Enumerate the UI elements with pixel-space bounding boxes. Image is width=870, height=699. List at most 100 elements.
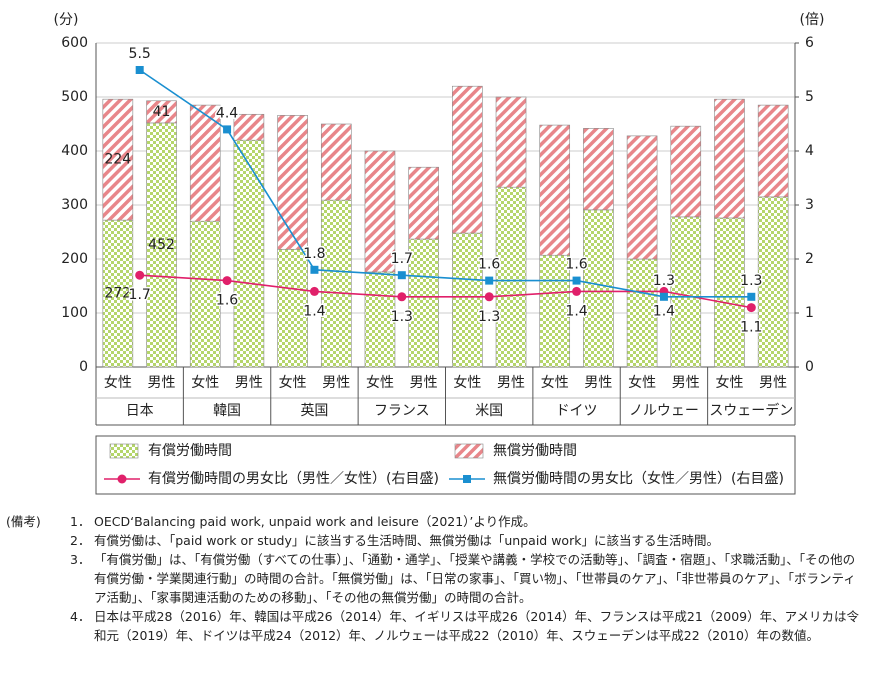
bar-segment: [102, 98, 134, 221]
bar-segment: [452, 85, 483, 234]
y-tick-label: 100: [61, 305, 88, 321]
x-tick-label: 女性: [104, 374, 132, 391]
y2-tick-label: 1: [805, 305, 814, 321]
bar-segment: [583, 209, 614, 368]
bar-segment: [539, 124, 571, 256]
y-tick-label: 200: [61, 251, 88, 267]
bar-segment: [146, 100, 177, 124]
line-marker: [135, 66, 144, 74]
line-marker: [659, 292, 668, 301]
note-text: OECD‘Balancing paid work, unpaid work an…: [94, 514, 536, 529]
legend-swatch: [454, 443, 484, 459]
line-marker: [309, 286, 319, 296]
bar-segment: [757, 196, 789, 368]
group-label: 日本: [126, 403, 154, 419]
line-value-label: 1.7: [391, 251, 413, 267]
legend-label: 無償労働時間: [493, 443, 577, 459]
bar-segment: [757, 104, 789, 198]
line-marker: [746, 303, 756, 313]
line-value-label: 1.4: [303, 303, 325, 319]
line-value-label: 1.6: [478, 257, 500, 273]
x-tick-label: 女性: [541, 374, 569, 391]
x-tick-label: 女性: [715, 374, 743, 391]
legend-label: 有償労働時間: [148, 443, 232, 459]
bar-segment: [364, 150, 396, 273]
note-text: 「有償労働」は、「有償労働（すべての仕事）」、「通勤・通学」、「授業や講義・学校…: [94, 552, 856, 605]
bar-value-label: 41: [153, 104, 171, 120]
y2-tick-label: 4: [805, 143, 814, 159]
line-marker: [223, 125, 232, 134]
line-value-label: 5.5: [129, 46, 151, 62]
note-number: 4．: [70, 609, 91, 624]
y-tick-label: 0: [79, 359, 88, 375]
legend-swatch: [463, 475, 471, 483]
line-value-label: 1.6: [565, 257, 587, 273]
line-marker: [484, 292, 494, 302]
bar-segment: [320, 123, 352, 201]
note-item: 2． 有償労働は、「paid work or study」に該当する生活時間、無償…: [70, 531, 862, 550]
bar-value-label: 452: [148, 237, 175, 253]
note-item: 1． OECD‘Balancing paid work, unpaid work …: [70, 512, 862, 531]
line-value-label: 1.7: [129, 287, 151, 303]
y2-tick-label: 6: [805, 35, 814, 51]
x-tick-label: 男性: [148, 375, 176, 391]
bar-segment: [189, 220, 221, 368]
y-axis-label: (分): [54, 12, 79, 28]
y2-axis-label: (倍): [800, 12, 825, 28]
line-marker: [747, 292, 756, 301]
line: [139, 274, 752, 309]
bar-segment: [408, 238, 439, 368]
group-label: 米国: [475, 403, 503, 419]
y2-tick-label: 0: [805, 359, 814, 375]
line-value-label: 4.4: [216, 105, 238, 121]
line-value-label: 1.3: [478, 309, 500, 325]
y-tick-label: 300: [61, 197, 88, 213]
line-value-label: 1.4: [565, 303, 587, 319]
bar-segment: [495, 96, 527, 188]
bar-segment: [495, 186, 527, 368]
group-label: 韓国: [213, 403, 241, 419]
bar-segment: [670, 125, 702, 218]
x-tick-label: 女性: [366, 374, 394, 391]
bar-segment: [102, 219, 134, 368]
legend-label: 有償労働時間の男女比（男性／女性）(右目盛): [148, 470, 439, 487]
group-label: ノルウェー: [629, 403, 699, 419]
chart: (分) (倍) 0 100 200 300 400 500 600 0 1 2 3 4 5 6 日本 韓国 英国…: [54, 12, 825, 495]
line-value-label: 1.3: [391, 309, 413, 325]
line-marker: [572, 286, 582, 296]
y-tick-label: 500: [61, 89, 88, 105]
line-marker: [397, 292, 407, 302]
x-tick-label: 女性: [628, 374, 656, 391]
y2-tick-label: 5: [805, 89, 814, 105]
x-tick-label: 女性: [279, 374, 307, 391]
line: [139, 69, 752, 298]
x-tick-label: 女性: [453, 374, 481, 391]
bar-segment: [320, 199, 352, 368]
group-label: スウェーデン: [709, 402, 793, 419]
group-label: フランス: [374, 403, 430, 419]
x-tick-label: 男性: [497, 375, 525, 391]
y2-tick-label: 2: [805, 251, 814, 267]
legend-swatch: [109, 443, 139, 459]
x-tick-label: 男性: [759, 375, 787, 391]
line-value-label: 1.1: [740, 320, 762, 336]
line-value-label: 1.8: [303, 246, 325, 262]
bar-segment: [277, 248, 308, 368]
bar-value-label: 272: [104, 286, 131, 302]
bar-value-label: 224: [104, 152, 131, 168]
group-label: 英国: [300, 402, 328, 419]
line-marker: [310, 265, 319, 274]
bar-segment: [408, 166, 439, 240]
bar-segment: [626, 135, 658, 260]
note-text: 有償労働は、「paid work or study」に該当する生活時間、無償労働…: [94, 533, 719, 548]
notes-label: (備考): [6, 514, 41, 529]
x-tick-label: 男性: [322, 375, 350, 391]
note-number: 2．: [70, 533, 91, 548]
note-number: 1．: [70, 514, 91, 529]
y-tick-label: 600: [61, 35, 88, 51]
legend-box: [95, 435, 796, 495]
bar-segment: [189, 104, 221, 222]
note-item: 3． 「有償労働」は、「有償労働（すべての仕事）」、「通勤・通学」、「授業や講義・…: [70, 550, 862, 607]
bar-segment: [233, 139, 265, 368]
